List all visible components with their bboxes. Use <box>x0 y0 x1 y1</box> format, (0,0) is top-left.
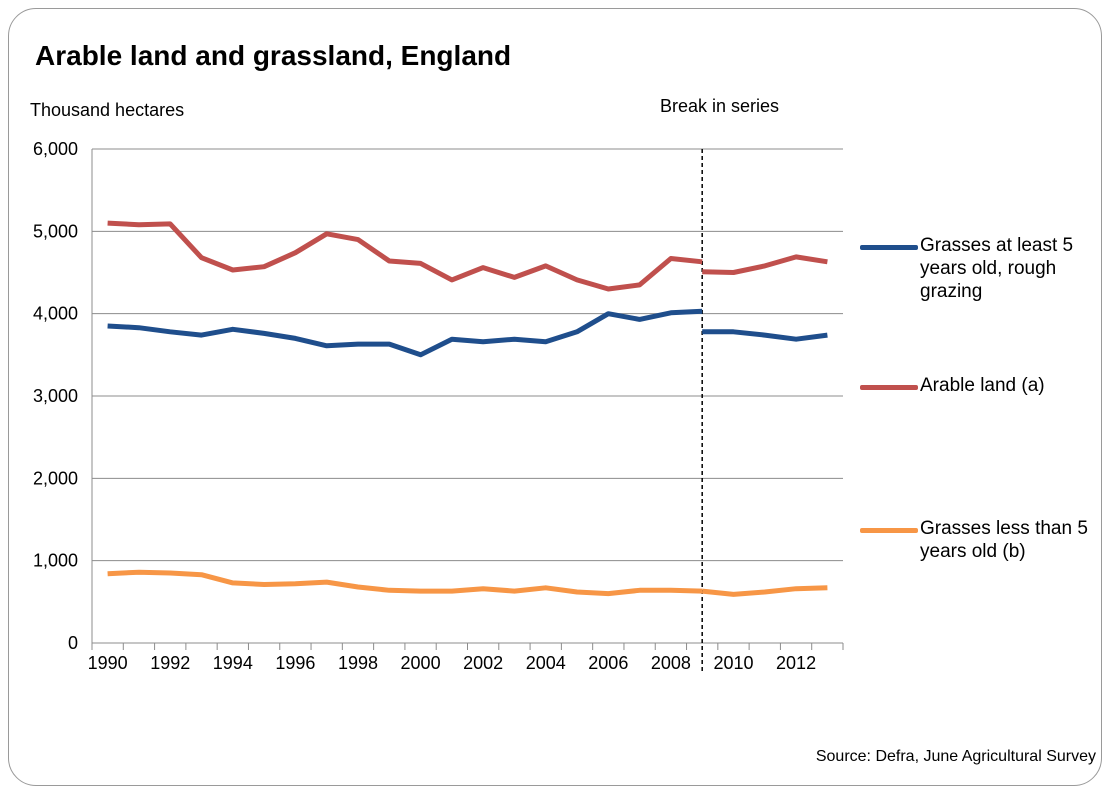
y-tick-label: 4,000 <box>33 304 78 324</box>
x-tick-label: 2004 <box>526 653 566 673</box>
series-line <box>702 329 828 342</box>
y-tick-label: 3,000 <box>33 386 78 406</box>
y-tick-label: 1,000 <box>33 551 78 571</box>
legend-swatch <box>860 245 918 250</box>
break-in-series-label: Break in series <box>660 96 780 116</box>
x-tick-label: 1994 <box>213 653 253 673</box>
x-tick-label: 2008 <box>651 653 691 673</box>
x-tick-label: 1998 <box>338 653 378 673</box>
series-line <box>702 254 828 275</box>
y-tick-label: 6,000 <box>33 139 78 159</box>
chart-frame <box>8 8 1102 786</box>
legend-label: Arable land (a) <box>920 375 1045 396</box>
x-tick-label: 1990 <box>88 653 128 673</box>
x-tick-label: 1992 <box>150 653 190 673</box>
x-tick-label: 2000 <box>401 653 441 673</box>
legend-label: Grasses less than 5 years old (b) <box>920 518 1088 562</box>
series-line <box>107 308 703 358</box>
series-line <box>107 569 703 597</box>
chart-title: Arable land and grassland, England <box>35 40 512 71</box>
x-tick-label: 2006 <box>588 653 628 673</box>
legend-swatch <box>860 385 918 390</box>
x-tick-label: 1996 <box>275 653 315 673</box>
legend-swatch <box>860 528 918 533</box>
series-line <box>701 585 828 597</box>
source-note: Source: Defra, June Agricultural Survey <box>815 748 1096 765</box>
x-tick-label: 2010 <box>713 653 753 673</box>
y-axis-label: Thousand hectares <box>30 100 185 120</box>
y-tick-label: 0 <box>68 633 78 653</box>
x-tick-label: 2002 <box>463 653 503 673</box>
series-line <box>107 220 703 292</box>
x-tick-label: 2012 <box>776 653 816 673</box>
y-tick-label: 5,000 <box>33 221 78 241</box>
y-tick-label: 2,000 <box>33 468 78 488</box>
legend-label: Grasses at least 5 years old, rough graz… <box>920 235 1074 302</box>
